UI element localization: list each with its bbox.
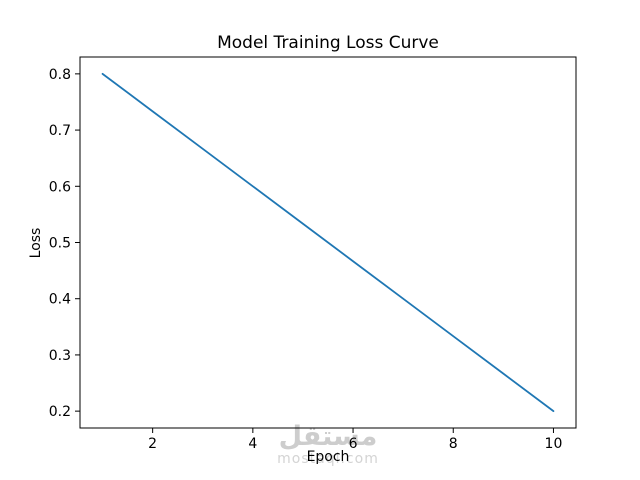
y-tick-label: 0.7 [49,123,71,139]
chart-title: Model Training Loss Curve [217,33,439,53]
y-axis-label: Loss [28,227,44,259]
y-tick-label: 0.5 [49,236,71,252]
y-tick-label: 0.6 [49,179,71,195]
y-tick-label: 0.2 [49,404,71,420]
x-axis-ticks: 2 4 6 8 10 [148,428,562,452]
x-axis-label: Epoch [306,449,350,465]
loss-line-series [101,72,555,413]
y-tick-label: 0.8 [49,67,71,83]
y-tick-label: 0.4 [49,292,71,308]
y-tick-label: 0.3 [49,348,71,364]
y-axis-ticks: 0.2 0.3 0.4 0.5 0.6 0.7 0.8 [49,67,80,420]
x-tick-label: 2 [148,436,157,452]
x-tick-label: 10 [545,436,563,452]
x-tick-label: 6 [349,436,358,452]
x-tick-label: 4 [248,436,257,452]
x-tick-label: 8 [449,436,458,452]
